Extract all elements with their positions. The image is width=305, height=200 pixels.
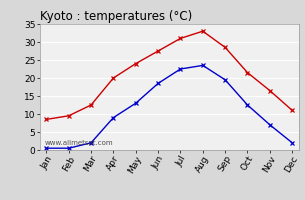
Text: www.allmetsat.com: www.allmetsat.com bbox=[45, 140, 113, 146]
Text: Kyoto : temperatures (°C): Kyoto : temperatures (°C) bbox=[40, 10, 192, 23]
